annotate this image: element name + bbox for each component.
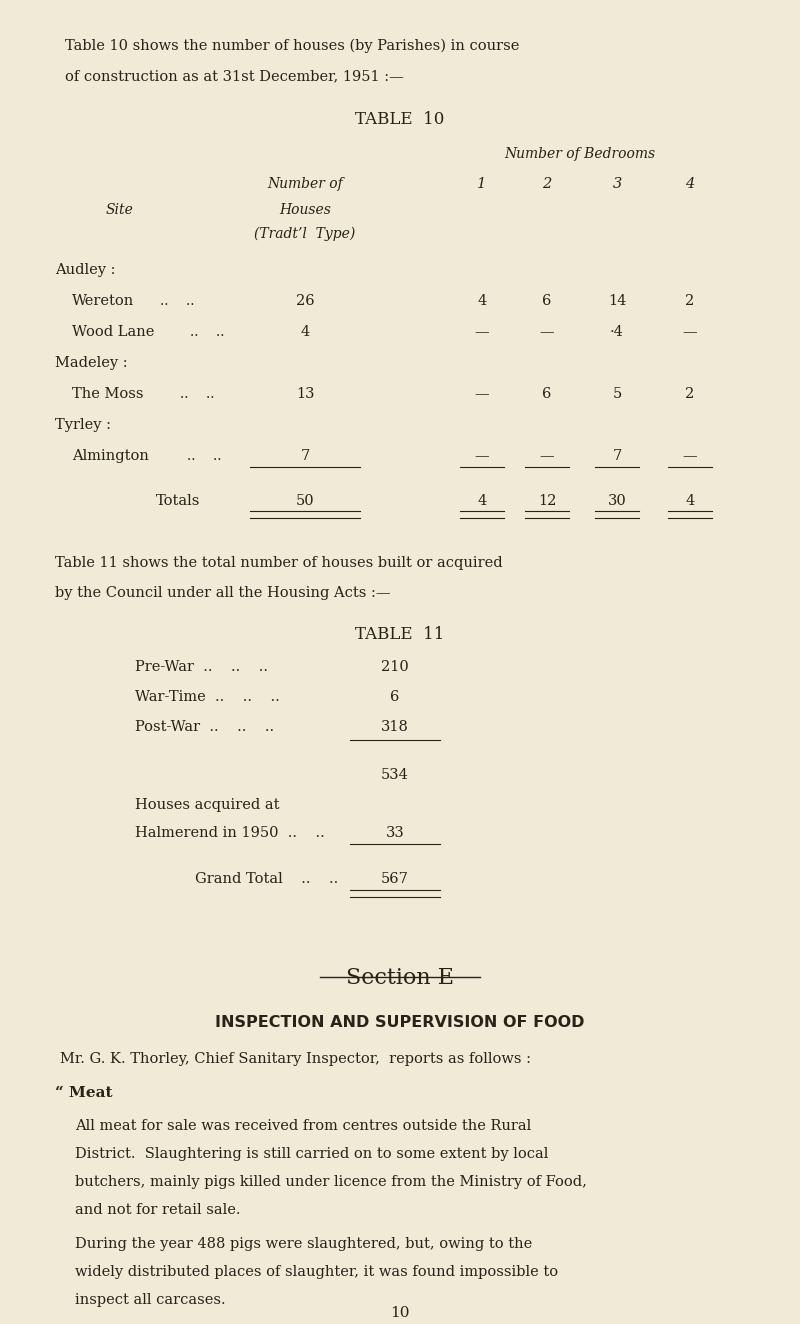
Text: 33: 33	[386, 826, 404, 839]
Text: 6: 6	[390, 690, 400, 704]
Text: 50: 50	[296, 494, 314, 508]
Text: 6: 6	[542, 294, 552, 308]
Text: War-Time  ..    ..    ..: War-Time .. .. ..	[135, 690, 280, 704]
Text: ..    ..: .. ..	[190, 324, 225, 339]
Text: 4: 4	[478, 494, 486, 508]
Text: 14: 14	[608, 294, 626, 308]
Text: Audley :: Audley :	[55, 263, 115, 277]
Text: 6: 6	[542, 387, 552, 401]
Text: Wereton: Wereton	[72, 294, 134, 308]
Text: ..    ..: .. ..	[160, 294, 194, 308]
Text: —: —	[474, 387, 490, 401]
Text: 534: 534	[381, 768, 409, 782]
Text: (Tradt’l  Type): (Tradt’l Type)	[254, 226, 356, 241]
Text: Almington: Almington	[72, 449, 149, 463]
Text: butchers, mainly pigs killed under licence from the Ministry of Food,: butchers, mainly pigs killed under licen…	[75, 1174, 587, 1189]
Text: Post-War  ..    ..    ..: Post-War .. .. ..	[135, 720, 274, 733]
Text: —: —	[682, 449, 698, 463]
Text: Wood Lane: Wood Lane	[72, 324, 154, 339]
Text: 13: 13	[296, 387, 314, 401]
Text: Totals: Totals	[156, 494, 200, 508]
Text: —: —	[540, 449, 554, 463]
Text: The Moss: The Moss	[72, 387, 143, 401]
Text: of construction as at 31st December, 1951 :—: of construction as at 31st December, 195…	[65, 69, 404, 83]
Text: 2: 2	[686, 387, 694, 401]
Text: During the year 488 pigs were slaughtered, but, owing to the: During the year 488 pigs were slaughtere…	[75, 1237, 532, 1251]
Text: and not for retail sale.: and not for retail sale.	[75, 1204, 241, 1217]
Text: Number of: Number of	[267, 177, 343, 191]
Text: 5: 5	[612, 387, 622, 401]
Text: Madeley :: Madeley :	[55, 356, 128, 369]
Text: ..    ..: .. ..	[180, 387, 214, 401]
Text: 4: 4	[686, 494, 694, 508]
Text: 10: 10	[390, 1305, 410, 1320]
Text: —: —	[682, 324, 698, 339]
Text: INSPECTION AND SUPERVISION OF FOOD: INSPECTION AND SUPERVISION OF FOOD	[215, 1016, 585, 1030]
Text: Halmerend in 1950  ..    ..: Halmerend in 1950 .. ..	[135, 826, 325, 839]
Text: 567: 567	[381, 873, 409, 886]
Text: 4: 4	[478, 294, 486, 308]
Text: TABLE  10: TABLE 10	[355, 111, 445, 128]
Text: Number of Bedrooms: Number of Bedrooms	[505, 147, 655, 162]
Text: Mr. G. K. Thorley, Chief Sanitary Inspector,  reports as follows :: Mr. G. K. Thorley, Chief Sanitary Inspec…	[60, 1053, 531, 1066]
Text: —: —	[474, 449, 490, 463]
Text: 26: 26	[296, 294, 314, 308]
Text: Houses acquired at: Houses acquired at	[135, 798, 279, 812]
Text: —: —	[474, 324, 490, 339]
Text: Tyrley :: Tyrley :	[55, 418, 111, 432]
Text: Table 10 shows the number of houses (by Parishes) in course: Table 10 shows the number of houses (by …	[65, 38, 519, 53]
Text: TABLE  11: TABLE 11	[355, 626, 445, 643]
Text: Table 11 shows the total number of houses built or acquired: Table 11 shows the total number of house…	[55, 556, 502, 571]
Text: 3: 3	[612, 177, 622, 191]
Text: “ Meat: “ Meat	[55, 1086, 113, 1100]
Text: 12: 12	[538, 494, 556, 508]
Text: 7: 7	[300, 449, 310, 463]
Text: Houses: Houses	[279, 203, 331, 217]
Text: 2: 2	[686, 294, 694, 308]
Text: Pre-War  ..    ..    ..: Pre-War .. .. ..	[135, 659, 268, 674]
Text: ..    ..: .. ..	[187, 449, 222, 463]
Text: 210: 210	[381, 659, 409, 674]
Text: All meat for sale was received from centres outside the Rural: All meat for sale was received from cent…	[75, 1119, 531, 1133]
Text: —: —	[540, 324, 554, 339]
Text: 2: 2	[542, 177, 552, 191]
Text: 7: 7	[612, 449, 622, 463]
Text: Site: Site	[106, 203, 134, 217]
Text: District.  Slaughtering is still carried on to some extent by local: District. Slaughtering is still carried …	[75, 1147, 548, 1161]
Text: 30: 30	[608, 494, 626, 508]
Text: ·4: ·4	[610, 324, 624, 339]
Text: widely distributed places of slaughter, it was found impossible to: widely distributed places of slaughter, …	[75, 1264, 558, 1279]
Text: 4: 4	[300, 324, 310, 339]
Text: Grand Total    ..    ..: Grand Total .. ..	[195, 873, 338, 886]
Text: 318: 318	[381, 720, 409, 733]
Text: 1: 1	[478, 177, 486, 191]
Text: by the Council under all the Housing Acts :—: by the Council under all the Housing Act…	[55, 587, 390, 600]
Text: 4: 4	[686, 177, 694, 191]
Text: inspect all carcases.: inspect all carcases.	[75, 1294, 226, 1307]
Text: Section E: Section E	[346, 967, 454, 989]
